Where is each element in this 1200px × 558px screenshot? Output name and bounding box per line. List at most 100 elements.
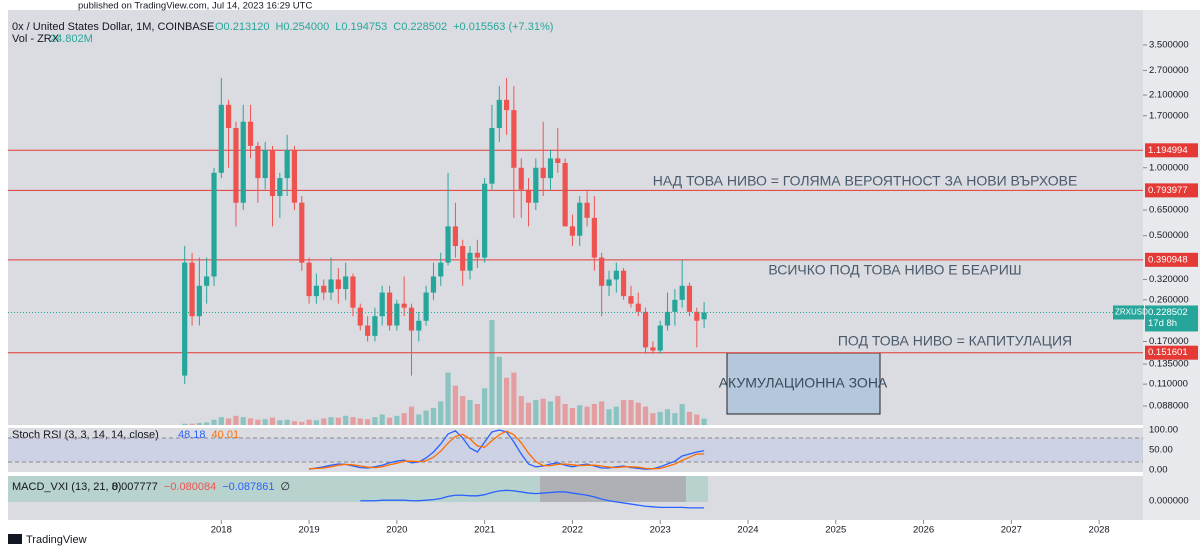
macd-title: MACD_VXI (13, 21, 8) (12, 481, 121, 493)
candle-body (445, 226, 451, 263)
volume-bar (343, 415, 349, 425)
candle-body (182, 262, 188, 376)
volume-bar (401, 413, 407, 425)
volume-bar (218, 417, 224, 425)
level-label: 0.151601 (1148, 347, 1188, 358)
volume-bar (328, 417, 334, 425)
quote: C0.228502 (393, 21, 447, 33)
x-tick-label: 2026 (913, 525, 934, 536)
candle-body (686, 285, 693, 312)
volume-bar (701, 418, 707, 425)
stoch-band (8, 438, 1143, 462)
candle-body (211, 172, 217, 277)
candle-body (635, 303, 641, 312)
macd-reading: 0.007777 (112, 481, 158, 493)
candle-body (562, 162, 568, 227)
volume-bar (679, 404, 685, 425)
candle-body (408, 307, 415, 331)
candle-body (218, 104, 224, 173)
candle-body (650, 347, 656, 351)
volume-bar (584, 406, 590, 425)
volume-bar (386, 417, 393, 425)
candle-body (569, 226, 576, 236)
y-tick-label: 2.100000 (1149, 90, 1189, 101)
macd-reading: −0.087861 (222, 481, 274, 493)
x-tick-label: 2027 (1001, 525, 1022, 536)
candle-body (679, 285, 685, 300)
macd-reading: ∅ (281, 481, 291, 493)
y-tick-label: 1.700000 (1149, 110, 1189, 121)
x-tick-label: 2028 (1089, 525, 1110, 536)
candle-body (269, 149, 276, 196)
candle-body (416, 320, 422, 331)
volume-bar (533, 400, 539, 425)
candle-body (540, 167, 546, 179)
x-tick-label: 2022 (562, 525, 583, 536)
volume-bar (540, 398, 546, 425)
y-tick-label: 1.000000 (1149, 162, 1189, 173)
y-tick-label: 0.088000 (1149, 401, 1189, 412)
candle-body (518, 167, 524, 190)
level-tag (1145, 345, 1198, 360)
candle-body (701, 312, 707, 320)
candle-body (547, 158, 554, 179)
legend-value: 40.01 (212, 429, 240, 441)
volume-bar (650, 413, 656, 425)
candle-body (525, 189, 532, 203)
symbol: 0x / United States Dollar, 1M, COINBASE (12, 21, 214, 33)
symbol-label: ZRXUSD (1115, 308, 1148, 317)
volume-bar (686, 411, 693, 425)
candle-body (423, 292, 429, 321)
volume-bar (496, 356, 502, 425)
volume-bar (577, 405, 583, 425)
indicator-line (360, 489, 705, 509)
volume-bar (569, 407, 576, 425)
candle-body (291, 149, 298, 203)
quote: O0.213120 (215, 21, 269, 33)
candle-body (503, 99, 510, 111)
volume-bar (284, 419, 290, 425)
candle-body (365, 325, 371, 336)
volume-bar (291, 421, 298, 425)
symbol-tag (1113, 305, 1144, 320)
volume-bar (408, 406, 415, 425)
candle-body (196, 285, 202, 317)
volume-bar (489, 320, 495, 425)
y-tick-label: 2.700000 (1149, 65, 1189, 76)
volume-bar (591, 404, 597, 425)
candle-body (599, 257, 605, 286)
indicator-line (309, 430, 705, 470)
x-tick-label: 2025 (825, 525, 846, 536)
annotation: ВСИЧКО ПОД ТОВА НИВО Е БЕАРИШ (768, 262, 1021, 278)
candle-body (489, 128, 495, 184)
candle-body (430, 276, 437, 293)
candle-body (284, 149, 290, 179)
candle-body (664, 311, 671, 326)
volume-bar (635, 402, 641, 425)
candle-body (642, 311, 649, 348)
candle-body (262, 149, 268, 179)
x-tick-label: 2018 (211, 525, 232, 536)
y-tick-label: 0.170000 (1149, 336, 1189, 347)
volume-bar (482, 388, 488, 425)
volume-reading: 24.802M (50, 33, 93, 45)
candle-body (606, 279, 612, 286)
candle-body (438, 262, 444, 277)
stoch-tick-label: 50.00 (1149, 445, 1173, 456)
candle-body (460, 246, 466, 271)
volume-bar (262, 419, 268, 425)
quote: L0.194753 (335, 21, 387, 33)
volume-bar (642, 406, 649, 425)
level-tag (1145, 143, 1198, 158)
volume-bar (430, 407, 437, 425)
candle-body (584, 202, 590, 218)
volume-bar (555, 396, 561, 425)
candle-body (335, 279, 341, 290)
candle-body (343, 276, 349, 290)
candle-body (233, 128, 239, 203)
candle-body (467, 252, 473, 271)
price-pane (8, 10, 1143, 425)
candle-body (313, 285, 319, 297)
legend-value: 48.18 (178, 429, 206, 441)
